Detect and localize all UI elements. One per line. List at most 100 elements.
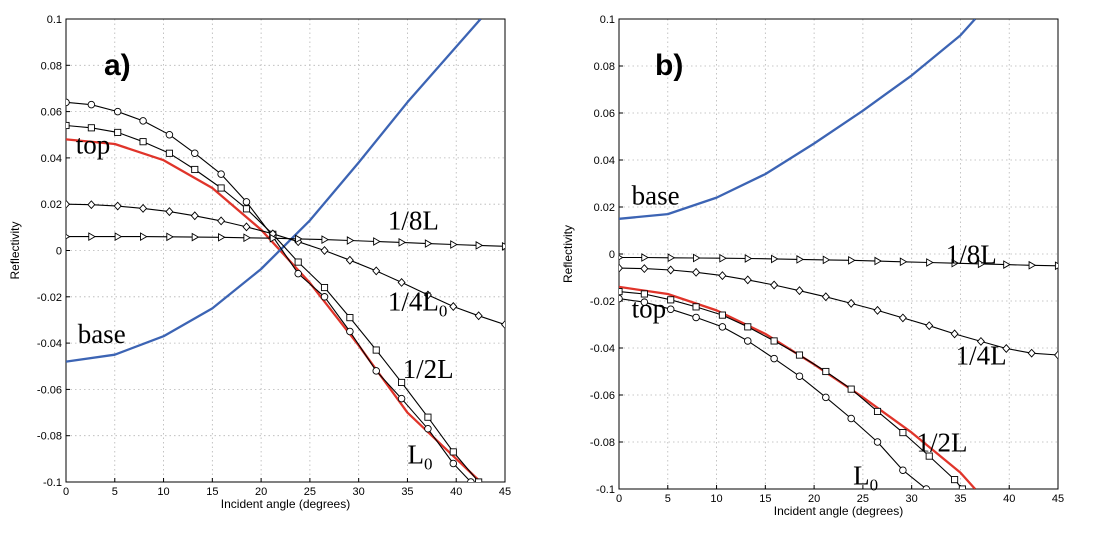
data-point-L0: [66, 98, 70, 107]
y-tick-label: 0: [56, 246, 62, 258]
data-point-L0: [922, 485, 931, 489]
curve-label-subscript: 0: [870, 475, 879, 494]
data-point-half: [346, 314, 354, 322]
data-point-half: [951, 476, 959, 484]
x-axis-label: Incident angle (degrees): [774, 504, 903, 518]
data-point-half: [449, 448, 457, 456]
x-tick-label: 35: [401, 486, 413, 498]
data-point-quarter: [165, 207, 174, 217]
data-point-half: [822, 367, 830, 376]
x-tick-label: 45: [499, 486, 511, 498]
curve-label-text: 1/8L: [946, 239, 997, 269]
y-axis-label: Reflectivity: [8, 221, 22, 279]
y-tick-label: 0.06: [41, 107, 62, 119]
x-tick-label: 5: [665, 493, 671, 505]
curve-label-text: 1/2L: [403, 354, 454, 384]
data-point-half: [744, 323, 752, 331]
y-tick-label: 0.1: [47, 14, 62, 26]
y-tick-label: 0.06: [594, 108, 615, 120]
y-tick-label: -0.08: [37, 431, 62, 443]
curve-label-eighth: 1/8L: [388, 206, 439, 236]
curve-label-subscript: 0: [439, 302, 448, 321]
data-point-eighth: [667, 253, 676, 263]
series-line-base: [66, 19, 482, 363]
data-point-half: [294, 258, 302, 266]
data-point-half: [372, 346, 380, 354]
data-point-half: [398, 378, 406, 387]
x-tick-label: 30: [353, 486, 365, 498]
y-axis-label: Reflectivity: [561, 225, 575, 283]
data-point-half: [191, 165, 199, 174]
y-tick-label: 0.08: [594, 61, 615, 73]
y-tick-label: -0.06: [590, 390, 615, 402]
data-point-half: [165, 149, 173, 157]
data-point-quarter: [139, 203, 148, 213]
data-point-eighth: [951, 258, 960, 268]
data-point-quarter: [718, 271, 727, 281]
data-point-quarter: [217, 216, 226, 226]
series-line-eighth: [66, 236, 505, 247]
series-group: [619, 19, 1058, 489]
data-point-eighth: [874, 256, 883, 266]
data-point-eighth: [796, 255, 804, 264]
y-tick-label: 0: [609, 249, 615, 261]
data-point-eighth: [719, 253, 727, 263]
data-point-L0: [666, 305, 675, 313]
data-point-L0: [165, 130, 174, 139]
data-point-half: [873, 407, 882, 416]
curve-label-text: 1/4L: [388, 287, 439, 317]
data-point-quarter: [449, 302, 458, 311]
data-point-L0: [467, 478, 475, 482]
data-point-half: [795, 351, 804, 359]
data-point-half: [958, 485, 966, 489]
data-point-quarter: [474, 311, 483, 321]
data-point-eighth: [424, 239, 433, 248]
data-point-quarter: [873, 305, 882, 315]
series-line-quarter: [619, 267, 1058, 356]
data-point-quarter: [500, 320, 505, 330]
x-tick-label: 10: [157, 486, 169, 498]
x-tick-label: 40: [1003, 493, 1015, 505]
curve-label-text: 1/4L: [956, 340, 1007, 370]
curve-label-subscript: 0: [424, 454, 433, 473]
data-point-eighth: [899, 257, 908, 267]
data-point-quarter: [372, 266, 381, 276]
x-tick-label: 35: [954, 493, 966, 505]
data-point-L0: [217, 170, 225, 178]
data-point-L0: [847, 414, 855, 423]
curve-label-top: top: [76, 129, 111, 159]
y-tick-label: 0.04: [594, 155, 615, 167]
data-point-eighth: [140, 232, 148, 241]
data-point-quarter: [66, 199, 71, 209]
series-group: [66, 19, 505, 482]
x-tick-label: 15: [759, 493, 771, 505]
data-point-half: [87, 124, 95, 132]
data-point-L0: [320, 293, 329, 301]
data-point-eighth: [114, 232, 123, 241]
y-tick-label: -0.1: [596, 484, 615, 496]
data-point-half: [640, 290, 648, 298]
curve-label-text: L: [407, 439, 424, 469]
x-tick-label: 40: [450, 486, 462, 498]
data-point-half: [667, 296, 675, 304]
data-point-quarter: [976, 336, 985, 346]
data-point-L0: [449, 459, 458, 468]
series-line-quarter: [66, 203, 505, 326]
data-point-L0: [191, 149, 199, 158]
data-point-half: [66, 121, 70, 130]
x-tick-label: 15: [206, 486, 218, 498]
y-tick-label: 0.1: [600, 14, 615, 26]
curve-label-text: L: [853, 460, 870, 490]
data-point-L0: [424, 425, 432, 433]
data-point-eighth: [88, 232, 96, 241]
data-point-eighth: [321, 235, 330, 245]
data-point-quarter: [397, 277, 406, 287]
data-point-half: [692, 303, 700, 311]
series-line-top: [619, 285, 976, 489]
panel-a: 0 5 10 15 20 25 30 35 40 45 -0.1 -0.08 -0.06 -0.04 -0.…: [8, 14, 511, 511]
x-tick-label: 5: [112, 486, 118, 498]
x-tick-label: 10: [710, 493, 722, 505]
data-point-L0: [294, 269, 302, 278]
data-point-half: [139, 138, 147, 146]
x-tick-label: 20: [808, 493, 820, 505]
